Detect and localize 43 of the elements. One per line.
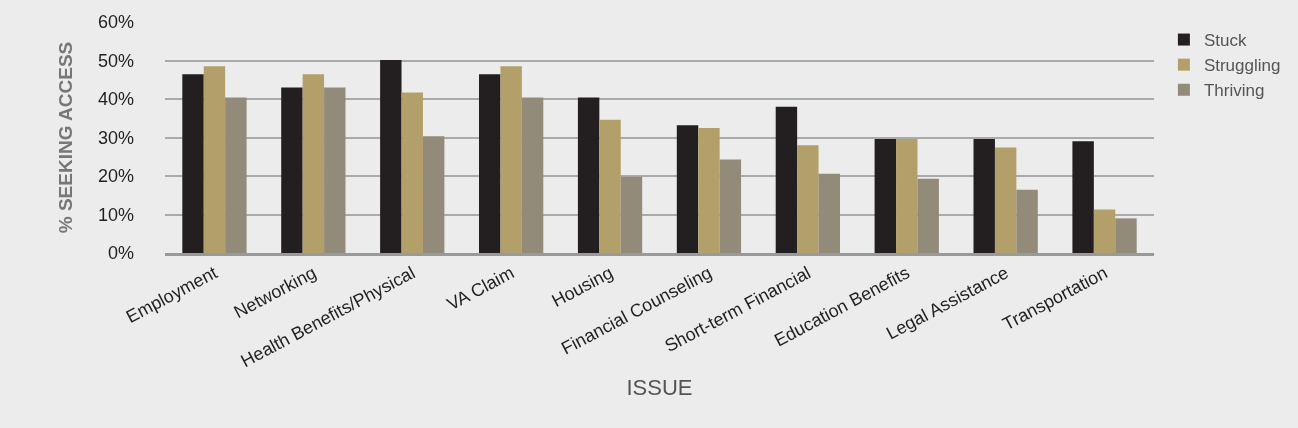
bar <box>203 66 226 253</box>
legend-label: Thriving <box>1203 81 1265 101</box>
bar <box>994 147 1017 253</box>
bar <box>182 74 204 253</box>
bar <box>620 176 643 253</box>
bar <box>676 125 699 253</box>
bar <box>874 139 897 253</box>
bar <box>225 97 247 253</box>
bar <box>896 139 918 253</box>
y-tick-label: 10% <box>97 204 134 225</box>
bar <box>479 74 501 253</box>
y-tick-label: 0% <box>107 243 134 264</box>
bar <box>797 145 819 253</box>
bar <box>577 97 600 253</box>
bar <box>380 60 402 253</box>
bar <box>775 106 798 253</box>
bar <box>521 97 544 253</box>
bar <box>719 159 742 253</box>
y-tick-label: 60% <box>97 12 134 33</box>
bar <box>698 127 720 253</box>
y-axis-title: % SEEKING ACCESS <box>54 41 76 234</box>
bar <box>1016 189 1038 253</box>
bar <box>1093 209 1116 253</box>
bar <box>281 87 303 253</box>
bar <box>401 92 423 253</box>
x-axis-title: ISSUE <box>626 375 693 401</box>
x-tick-label: VA Claim <box>443 262 518 315</box>
y-tick-label: 50% <box>97 50 134 71</box>
legend-label: Struggling <box>1203 56 1281 76</box>
y-tick-label: 30% <box>97 127 134 148</box>
legend-label: Stuck <box>1203 31 1247 51</box>
bar <box>302 74 325 253</box>
bar <box>422 136 445 253</box>
bar <box>917 178 939 253</box>
y-tick-label: 20% <box>97 166 134 187</box>
bar <box>1115 218 1137 253</box>
bar <box>1072 141 1094 253</box>
bar <box>818 173 840 253</box>
bar <box>324 87 346 253</box>
bar <box>973 139 995 253</box>
bar <box>599 119 621 253</box>
y-tick-label: 40% <box>97 89 134 110</box>
bar <box>500 66 522 253</box>
